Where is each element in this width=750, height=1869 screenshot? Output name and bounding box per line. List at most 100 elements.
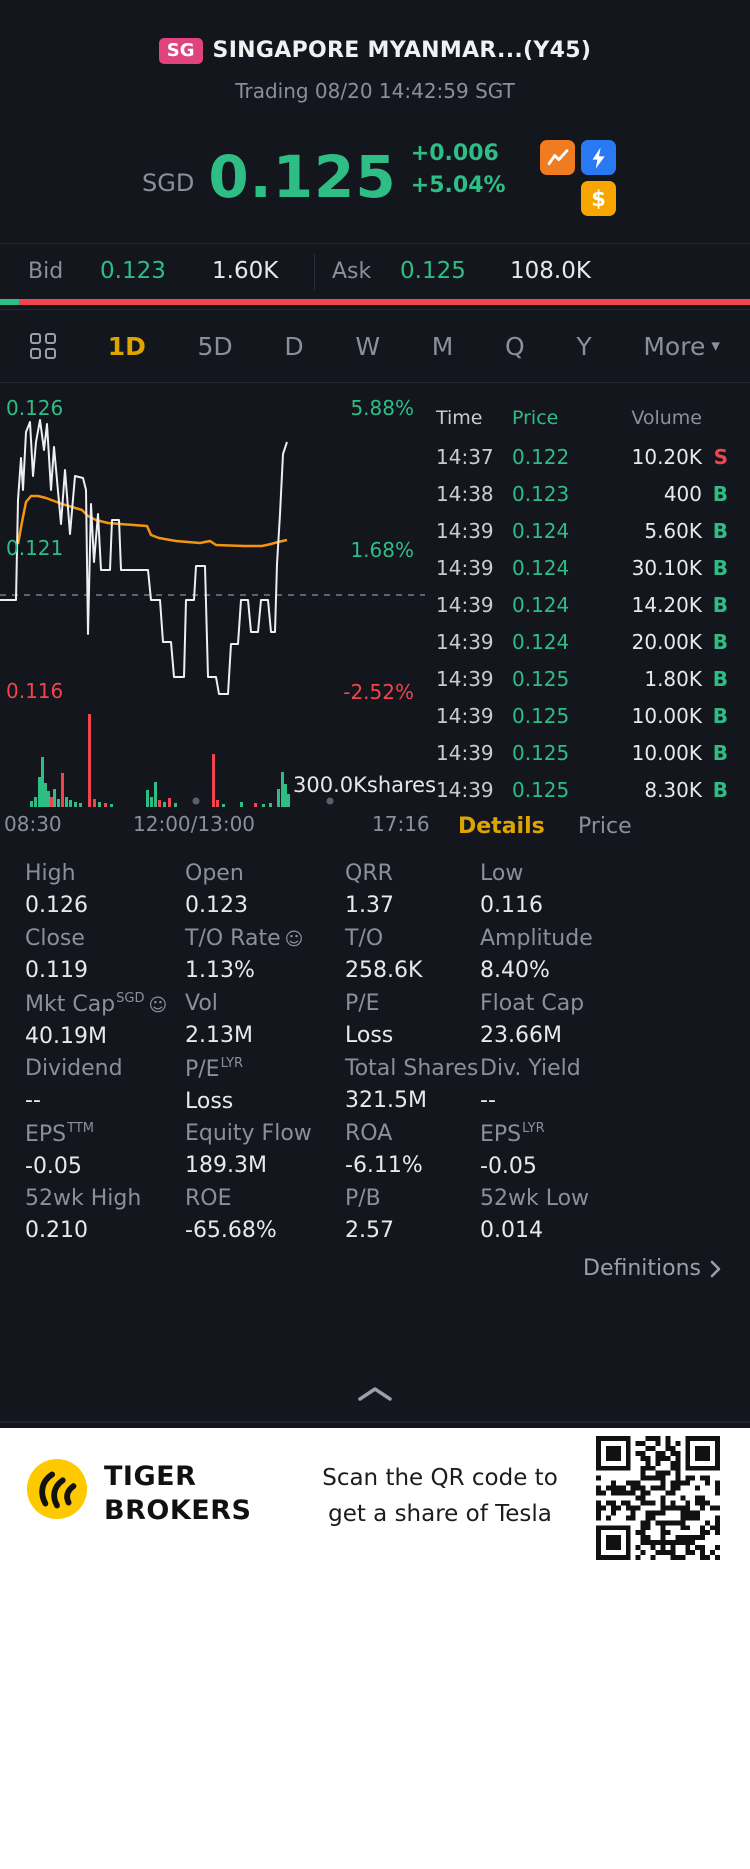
trade-row[interactable]: 14:39 0.124 14.20K B	[436, 592, 728, 617]
chevron-right-icon	[710, 1260, 721, 1277]
price-change-percent: +5.04%	[410, 172, 506, 198]
stat-to: T/O 258.6K	[345, 926, 423, 983]
dollar-icon[interactable]: $	[581, 181, 616, 216]
stat-roa: ROA -6.11%	[345, 1121, 423, 1178]
collapse-handle[interactable]	[0, 1384, 750, 1404]
trade-row[interactable]: 14:39 0.125 1.80K B	[436, 666, 728, 691]
session-break-dot	[326, 797, 334, 805]
bid-label: Bid	[28, 259, 64, 284]
detail-tab-bar: Details Price	[436, 814, 728, 848]
divider	[0, 1421, 750, 1423]
x-label-lunch: 12:00/13:00	[133, 812, 256, 836]
stat-dividend: Dividend --	[25, 1056, 123, 1113]
tiger-logo	[26, 1458, 88, 1524]
order-book-row[interactable]: Bid 0.123 1.60K Ask 0.125 108.0K	[0, 243, 750, 299]
bid-ask-depth-bar	[0, 299, 750, 305]
stat-qrr: QRR 1.37	[345, 861, 394, 918]
trade-row[interactable]: 14:39 0.124 30.10K B	[436, 555, 728, 580]
col-volume: Volume	[631, 407, 702, 429]
ask-volume: 108.0K	[510, 258, 591, 284]
price-change: +0.006	[410, 141, 499, 166]
ask-price[interactable]: 0.125	[400, 258, 466, 284]
trades-header: Time Price Volume	[436, 398, 728, 438]
grid-layout-icon[interactable]	[30, 333, 56, 359]
chevron-down-icon: ▾	[711, 336, 720, 356]
tab-5d[interactable]: 5D	[197, 331, 233, 361]
time-and-sales: Time Price Volume 14:37 0.122 10.20K S 14:3…	[436, 398, 728, 808]
smiley-info-icon[interactable]: ☺	[148, 995, 168, 1016]
stat-eps-lyr: EPSLYR -0.05	[480, 1121, 545, 1179]
stat-high: High 0.126	[25, 861, 88, 918]
tab-details[interactable]: Details	[458, 814, 545, 839]
y-axis-mid: 0.121	[6, 536, 64, 560]
last-price: 0.125	[208, 142, 397, 211]
stat-52wk-high: 52wk High 0.210	[25, 1186, 142, 1243]
brand-name: TIGER BROKERS	[104, 1461, 252, 1526]
pct-axis-mid: 1.68%	[350, 538, 414, 562]
col-time: Time	[436, 407, 483, 429]
trade-row[interactable]: 14:39 0.124 5.60K B	[436, 518, 728, 543]
tab-w[interactable]: W	[355, 331, 381, 361]
stat-pb: P/B 2.57	[345, 1186, 394, 1243]
stat-pe: P/E Loss	[345, 991, 394, 1048]
tab-d[interactable]: D	[284, 331, 304, 361]
intraday-chart[interactable]: 0.126 0.121 0.116 5.88% 1.68% -2.52%	[0, 392, 432, 807]
trade-row[interactable]: 14:39 0.125 8.30K B	[436, 777, 728, 802]
tab-q[interactable]: Q	[505, 331, 525, 361]
tab-1d[interactable]: 1D	[107, 331, 146, 361]
definitions-link[interactable]: Definitions	[583, 1256, 722, 1281]
intraday-chart-canvas[interactable]	[0, 392, 432, 807]
period-tab-bar: 1D 5D D W M Q Y More ▾	[0, 309, 750, 383]
trade-row[interactable]: 14:39 0.124 20.00K B	[436, 629, 728, 654]
pct-axis-high: 5.88%	[350, 396, 414, 420]
quote-badges: $	[540, 140, 618, 218]
stat-mkt-cap: Mkt CapSGD ☺ 40.19M	[25, 991, 168, 1049]
trading-status-line: Trading 08/20 14:42:59 SGT	[235, 78, 515, 103]
price-line	[0, 419, 288, 695]
ask-label: Ask	[332, 259, 372, 284]
stat-to-rate: T/O Rate ☺ 1.13%	[185, 926, 304, 983]
stat-pe-lyr: P/ELYR Loss	[185, 1056, 244, 1114]
stat-low: Low 0.116	[480, 861, 543, 918]
currency-label: SGD	[142, 168, 195, 197]
bid-price[interactable]: 0.123	[100, 258, 166, 284]
trade-row[interactable]: 14:39 0.125 10.00K B	[436, 703, 728, 728]
stat-amplitude: Amplitude 8.40%	[480, 926, 593, 983]
x-label-open: 08:30	[4, 812, 62, 836]
qr-code	[596, 1436, 720, 1560]
chart-icon[interactable]	[540, 140, 575, 175]
trade-row[interactable]: 14:38 0.123 400 B	[436, 481, 728, 506]
stat-total-shares: Total Shares 321.5M	[345, 1056, 479, 1113]
stat-vol: Vol 2.13M	[185, 991, 253, 1048]
stat-close: Close 0.119	[25, 926, 88, 983]
smiley-info-icon[interactable]: ☺	[284, 929, 304, 950]
tab-y[interactable]: Y	[576, 331, 592, 361]
exchange-badge: SG	[158, 38, 203, 64]
stat-52wk-low: 52wk Low 0.014	[480, 1186, 590, 1243]
pct-axis-low: -2.52%	[343, 680, 414, 704]
volume-bars	[30, 714, 290, 807]
chevron-up-icon	[358, 1387, 392, 1401]
stat-roe: ROE -65.68%	[185, 1186, 277, 1243]
divider	[314, 254, 315, 290]
tab-m[interactable]: M	[431, 331, 454, 361]
stat-open: Open 0.123	[185, 861, 248, 918]
stat-eps-ttm: EPSTTM -0.05	[25, 1121, 95, 1179]
footer-banner: TIGER BROKERS Scan the QR code to get a …	[0, 1428, 750, 1869]
avg-price-line	[16, 494, 288, 548]
stats-grid: High 0.126 Open 0.123 QRR 1.37 Low 0.116 Clo…	[25, 858, 727, 1248]
tab-price[interactable]: Price	[578, 814, 632, 839]
header: SG SINGAPORE MYANMAR...(Y45) Trading 08/…	[0, 38, 750, 103]
promo-text: Scan the QR code to get a share of Tesla	[322, 1465, 558, 1527]
tab-more[interactable]: More ▾	[643, 331, 720, 361]
trade-row[interactable]: 14:37 0.122 10.20K S	[436, 444, 728, 469]
quote-block: SGD 0.125 +0.006 +5.04%	[142, 138, 506, 206]
lightning-icon[interactable]	[581, 140, 616, 175]
trade-row[interactable]: 14:39 0.125 10.00K B	[436, 740, 728, 765]
page-title: SINGAPORE MYANMAR...(Y45)	[212, 38, 592, 64]
col-price: Price	[512, 407, 559, 429]
bid-volume: 1.60K	[212, 258, 279, 284]
bid-depth	[0, 299, 19, 305]
stat-div-yield: Div. Yield --	[480, 1056, 581, 1113]
